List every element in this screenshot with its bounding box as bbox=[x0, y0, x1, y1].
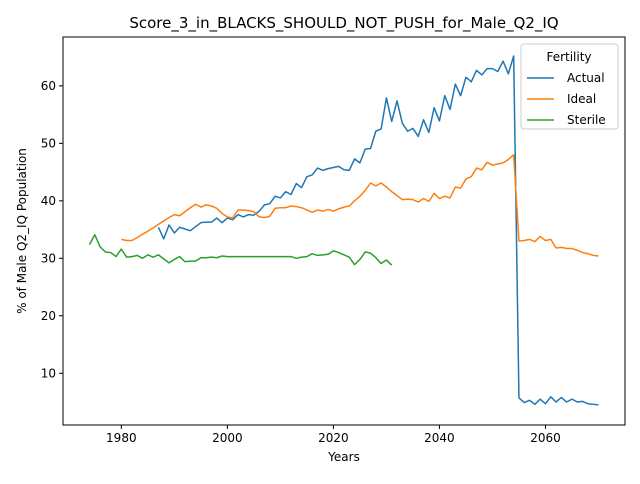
legend-entries: Actual Ideal Sterile bbox=[527, 71, 606, 127]
legend-label-ideal: Ideal bbox=[567, 92, 596, 106]
axes-frame bbox=[62, 36, 626, 426]
series-line-sterile bbox=[88, 233, 393, 266]
series-line-ideal bbox=[121, 154, 599, 257]
series-layer bbox=[88, 55, 599, 406]
chart-title: Score_3_in_BLACKS_SHOULD_NOT_PUSH_for_Ma… bbox=[129, 14, 558, 33]
x-tick-label: 2060 bbox=[530, 431, 561, 445]
x-axis-label: Years bbox=[327, 450, 360, 464]
y-tick-label: 30 bbox=[41, 251, 56, 265]
x-tick-label: 2000 bbox=[212, 431, 243, 445]
y-tick-label: 60 bbox=[41, 79, 56, 93]
legend-frame bbox=[520, 43, 619, 130]
plot-area: 1980 2000 2020 2040 2060 10 20 30 40 50 60 bbox=[41, 36, 626, 445]
y-tick-label: 20 bbox=[41, 309, 56, 323]
x-tick-label: 2040 bbox=[424, 431, 455, 445]
legend-label-sterile: Sterile bbox=[567, 113, 606, 127]
y-axis-label: % of Male Q2_IQ Population bbox=[15, 148, 29, 314]
x-tick-label: 1980 bbox=[106, 431, 137, 445]
y-axis-ticks: 10 20 30 40 50 60 bbox=[41, 79, 63, 380]
y-tick-label: 10 bbox=[41, 366, 56, 380]
x-axis-ticks: 1980 2000 2020 2040 2060 bbox=[106, 425, 561, 445]
legend-label-actual: Actual bbox=[567, 71, 605, 85]
y-tick-label: 50 bbox=[41, 136, 56, 150]
series-line-actual bbox=[157, 55, 599, 406]
legend-title: Fertility bbox=[546, 50, 591, 64]
y-tick-label: 40 bbox=[41, 194, 56, 208]
x-tick-label: 2020 bbox=[318, 431, 349, 445]
legend: Fertility Actual Ideal Sterile bbox=[520, 43, 619, 130]
